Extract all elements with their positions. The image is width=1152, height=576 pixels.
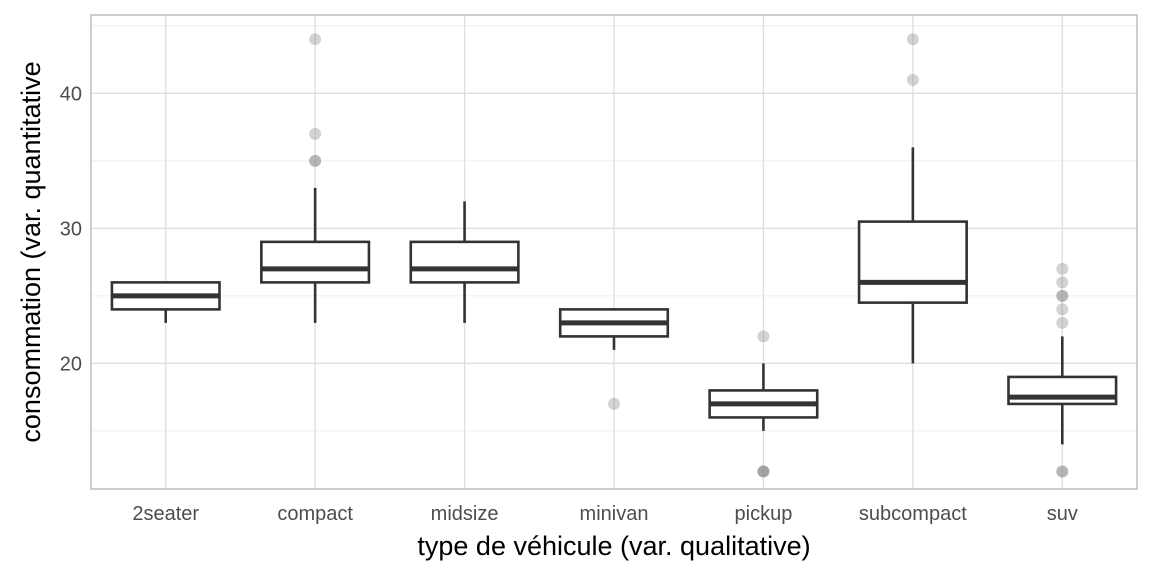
x-tick-label: 2seater (132, 503, 199, 525)
outlier-point (1056, 276, 1069, 289)
outlier-point (1056, 465, 1069, 478)
y-tick-label: 20 (60, 353, 82, 375)
outlier-point (757, 330, 770, 343)
outlier-point (309, 154, 322, 167)
outlier-point (309, 127, 322, 140)
box-minivan (558, 308, 670, 350)
x-tick-label: pickup (735, 503, 793, 525)
outlier-point (1056, 289, 1069, 302)
box-iqr (409, 240, 520, 284)
y-axis-title: consommation (var. quantitative (16, 61, 46, 442)
box-midsize (409, 201, 520, 323)
box-2seater (110, 281, 221, 323)
box-compact (260, 187, 371, 323)
outlier-point (1056, 316, 1069, 329)
x-tick-labels: 2seater compact midsize minivan pickup subcom… (132, 503, 1077, 525)
outlier-point (1056, 262, 1069, 275)
box-iqr (1007, 375, 1118, 406)
x-tick-label: minivan (580, 503, 649, 525)
box-iqr (260, 240, 371, 284)
outlier-point (309, 154, 322, 167)
outlier-point (309, 33, 322, 46)
outlier-point (1056, 303, 1069, 316)
y-tick-label: 40 (60, 83, 82, 105)
outlier-layer (309, 33, 1069, 478)
outlier-point (906, 73, 919, 86)
y-tick-label: 30 (60, 218, 82, 240)
outlier-point (757, 465, 770, 478)
outlier-point (1056, 465, 1069, 478)
x-axis-title: type de véhicule (var. qualitative) (417, 531, 810, 561)
outlier-point (757, 465, 770, 478)
outlier-point (1056, 289, 1069, 302)
outlier-point (608, 397, 620, 410)
grid-layer (91, 15, 1137, 489)
panel-border (90, 14, 1138, 490)
box-layer (110, 147, 1118, 445)
y-tick-labels: 20 30 40 (60, 83, 82, 375)
x-tick-label: subcompact (859, 503, 967, 525)
box-suv (1007, 336, 1118, 445)
box-subcompact (857, 147, 968, 364)
x-tick-label: suv (1047, 503, 1078, 525)
box-iqr (857, 220, 968, 304)
outlier-point (757, 465, 770, 478)
x-tick-label: midsize (431, 503, 499, 525)
outlier-point (906, 33, 919, 46)
box-pickup (708, 363, 819, 431)
x-tick-label: compact (277, 503, 353, 525)
